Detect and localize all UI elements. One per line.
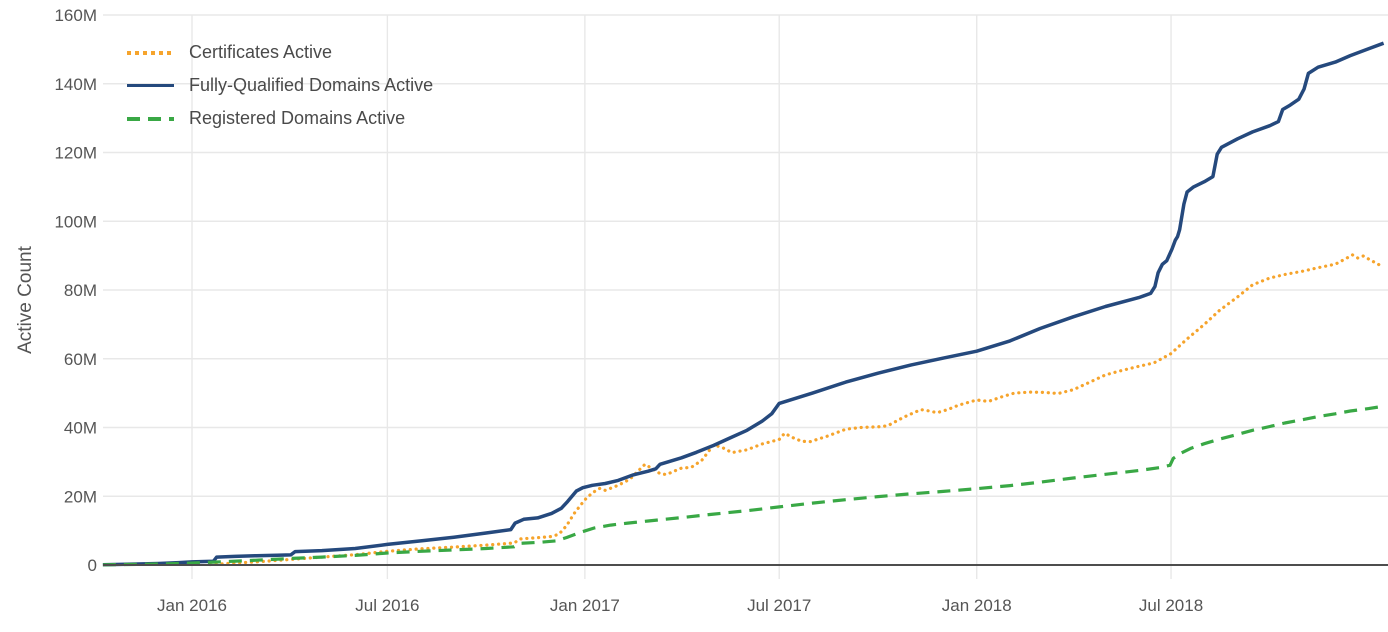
series-line-registered-domains-active — [102, 404, 1384, 567]
y-tick-label: 60M — [64, 350, 97, 369]
legend: Certificates Active Fully-Qualified Doma… — [127, 36, 433, 135]
y-tick-label: 120M — [54, 144, 97, 163]
x-tick-label: Jan 2017 — [550, 596, 620, 615]
solid-line-swatch-icon — [127, 83, 174, 88]
x-tick-label: Jul 2016 — [355, 596, 419, 615]
x-tick-label: Jul 2017 — [747, 596, 811, 615]
y-tick-label: 40M — [64, 419, 97, 438]
legend-item-certificates-active[interactable]: Certificates Active — [127, 36, 433, 69]
legend-item-fully-qualified-domains-active[interactable]: Fully-Qualified Domains Active — [127, 69, 433, 102]
y-tick-label: 140M — [54, 75, 97, 94]
legend-label-fully-qualified-domains-active: Fully-Qualified Domains Active — [189, 75, 434, 95]
legend-item-registered-domains-active[interactable]: Registered Domains Active — [127, 102, 433, 135]
legend-label-registered-domains-active: Registered Domains Active — [189, 108, 406, 128]
y-axis-title: Active Count — [15, 246, 36, 354]
y-tick-label: 80M — [64, 281, 97, 300]
y-gridlines — [103, 14, 1388, 497]
x-gridlines — [191, 15, 1172, 579]
series-line-fully-qualified-domains-active — [102, 41, 1385, 567]
y-tick-label: 20M — [64, 487, 97, 506]
y-tick-label: 100M — [54, 212, 97, 231]
y-tick-label: 160M — [54, 6, 97, 25]
series-line-certificates-active — [208, 253, 1386, 567]
x-tick-label: Jan 2018 — [942, 596, 1012, 615]
y-tick-labels: 0 20M 40M 60M 80M 100M 120M 140M 160M — [54, 6, 97, 575]
series-lines — [102, 41, 1386, 567]
x-tick-label: Jul 2018 — [1139, 596, 1203, 615]
y-tick-label: 0 — [88, 556, 97, 575]
x-tick-label: Jan 2016 — [157, 596, 227, 615]
dashed-line-swatch-icon — [127, 116, 174, 121]
x-tick-labels: Jan 2016 Jul 2016 Jan 2017 Jul 2017 Jan 2018… — [157, 596, 1203, 615]
legend-label-certificates-active: Certificates Active — [189, 42, 333, 62]
dotted-line-swatch-icon — [127, 50, 174, 55]
